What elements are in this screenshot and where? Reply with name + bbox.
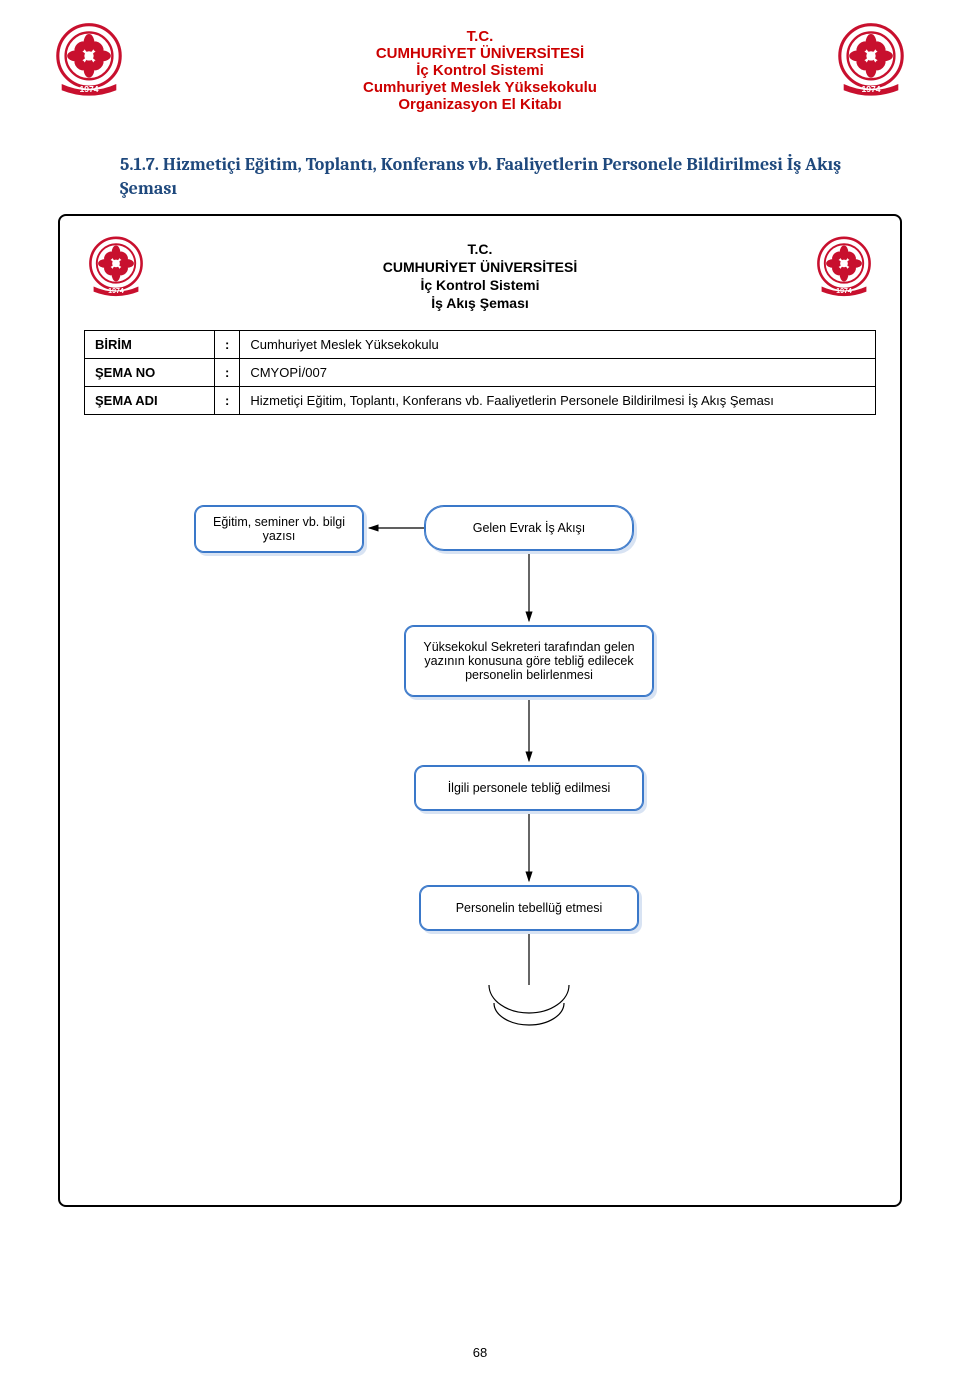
- inner-l4: İş Akış Şeması: [148, 294, 812, 312]
- inner-l3: İç Kontrol Sistemi: [148, 276, 812, 294]
- page-number: 68: [0, 1345, 960, 1360]
- header-dept: İç Kontrol Sistemi: [128, 62, 832, 79]
- university-logo-left: 1974: [50, 20, 128, 98]
- meta-table: BİRİM : Cumhuriyet Meslek Yüksekokulu ŞE…: [84, 330, 876, 415]
- meta-colon: :: [215, 387, 240, 415]
- svg-text:1974: 1974: [836, 287, 852, 294]
- meta-value: CMYOPİ/007: [240, 359, 876, 387]
- flow-node-start: Gelen Evrak İş Akışı: [424, 505, 634, 551]
- flowchart: Eğitim, seminer vb. bilgi yazısı Gelen E…: [84, 495, 876, 1145]
- flowchart-connectors: [84, 495, 884, 1145]
- logo-year: 1974: [79, 84, 98, 94]
- meta-value: Hizmetiçi Eğitim, Toplantı, Konferans vb…: [240, 387, 876, 415]
- flow-node-text: Yüksekokul Sekreteri tarafından gelen ya…: [411, 640, 647, 682]
- flow-node-text: Gelen Evrak İş Akışı: [473, 521, 586, 535]
- meta-colon: :: [215, 359, 240, 387]
- flow-node-process: İlgili personele tebliğ edilmesi: [414, 765, 644, 811]
- meta-colon: :: [215, 331, 240, 359]
- inner-logo-left: 1974: [84, 234, 148, 298]
- header-tc: T.C.: [128, 28, 832, 45]
- section-title: 5.1.7. Hizmetiçi Eğitim, Toplantı, Konfe…: [120, 153, 880, 202]
- inner-l2: CUMHURİYET ÜNİVERSİTESİ: [148, 258, 812, 276]
- meta-label: BİRİM: [85, 331, 215, 359]
- svg-text:1974: 1974: [861, 84, 880, 94]
- header-sub2: Organizasyon El Kitabı: [128, 96, 832, 113]
- table-row: ŞEMA ADI : Hizmetiçi Eğitim, Toplantı, K…: [85, 387, 876, 415]
- inner-l1: T.C.: [148, 240, 812, 258]
- university-logo-right: 1974: [832, 20, 910, 98]
- svg-text:1974: 1974: [108, 287, 124, 294]
- flow-node-process: Personelin tebellüğ etmesi: [419, 885, 639, 931]
- table-row: ŞEMA NO : CMYOPİ/007: [85, 359, 876, 387]
- header-uni: CUMHURİYET ÜNİVERSİTESİ: [128, 45, 832, 62]
- flow-node-process: Yüksekokul Sekreteri tarafından gelen ya…: [404, 625, 654, 697]
- header-sub1: Cumhuriyet Meslek Yüksekokulu: [128, 79, 832, 96]
- page-header: 1974 T.C. CUMHURİYET ÜNİVERSİTESİ İç Kon…: [50, 20, 910, 113]
- content-frame: 1974 T.C. CUMHURİYET ÜNİVERSİTESİ İç Kon…: [58, 214, 902, 1208]
- flow-node-input: Eğitim, seminer vb. bilgi yazısı: [194, 505, 364, 553]
- meta-label: ŞEMA NO: [85, 359, 215, 387]
- flow-node-text: Personelin tebellüğ etmesi: [456, 901, 603, 915]
- meta-value: Cumhuriyet Meslek Yüksekokulu: [240, 331, 876, 359]
- meta-label: ŞEMA ADI: [85, 387, 215, 415]
- inner-header: 1974 T.C. CUMHURİYET ÜNİVERSİTESİ İç Kon…: [84, 234, 876, 313]
- flow-node-text: İlgili personele tebliğ edilmesi: [448, 781, 611, 795]
- table-row: BİRİM : Cumhuriyet Meslek Yüksekokulu: [85, 331, 876, 359]
- flow-node-text: Eğitim, seminer vb. bilgi yazısı: [201, 515, 357, 543]
- inner-logo-right: 1974: [812, 234, 876, 298]
